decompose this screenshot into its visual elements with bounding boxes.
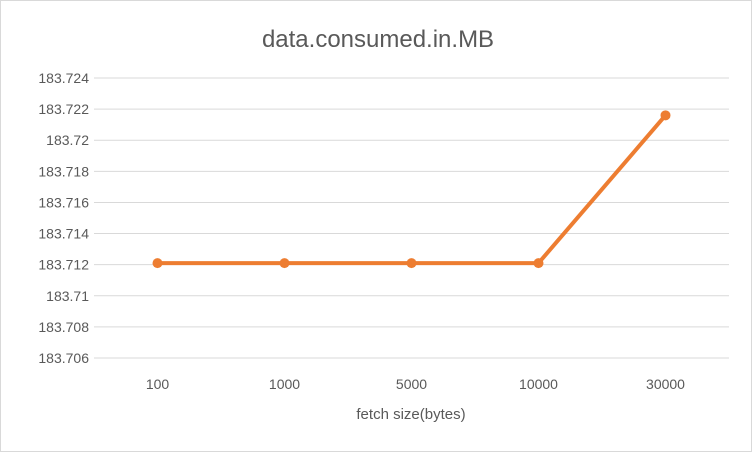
x-tick-label: 1000 <box>269 376 300 392</box>
y-tick-label: 183.722 <box>38 101 89 117</box>
y-axis-ticks: 183.706 183.708 183.71 183.712 183.714 183.71… <box>38 70 89 366</box>
x-tick-label: 100 <box>146 376 170 392</box>
chart-title: data.consumed.in.MB <box>262 26 494 53</box>
data-point <box>279 258 290 269</box>
x-axis-title: fetch size(bytes) <box>356 406 465 423</box>
series-group <box>152 110 671 269</box>
y-tick-label: 183.714 <box>38 226 89 242</box>
x-tick-label: 10000 <box>519 376 558 392</box>
data-point <box>660 110 671 121</box>
data-point <box>152 258 163 269</box>
x-axis-ticks: 100 1000 5000 10000 30000 <box>146 376 685 392</box>
y-tick-label: 183.72 <box>46 132 89 148</box>
data-point <box>406 258 417 269</box>
gridlines <box>94 77 729 359</box>
y-tick-label: 183.712 <box>38 257 89 273</box>
data-point <box>533 258 544 269</box>
y-tick-label: 183.718 <box>38 163 89 179</box>
y-tick-label: 183.706 <box>38 350 89 366</box>
y-tick-label: 183.716 <box>38 194 89 210</box>
y-tick-label: 183.71 <box>46 288 89 304</box>
y-tick-label: 183.724 <box>38 70 89 86</box>
series-line <box>155 113 668 266</box>
x-tick-label: 5000 <box>396 376 427 392</box>
y-tick-label: 183.708 <box>38 319 89 335</box>
x-tick-label: 30000 <box>646 376 685 392</box>
